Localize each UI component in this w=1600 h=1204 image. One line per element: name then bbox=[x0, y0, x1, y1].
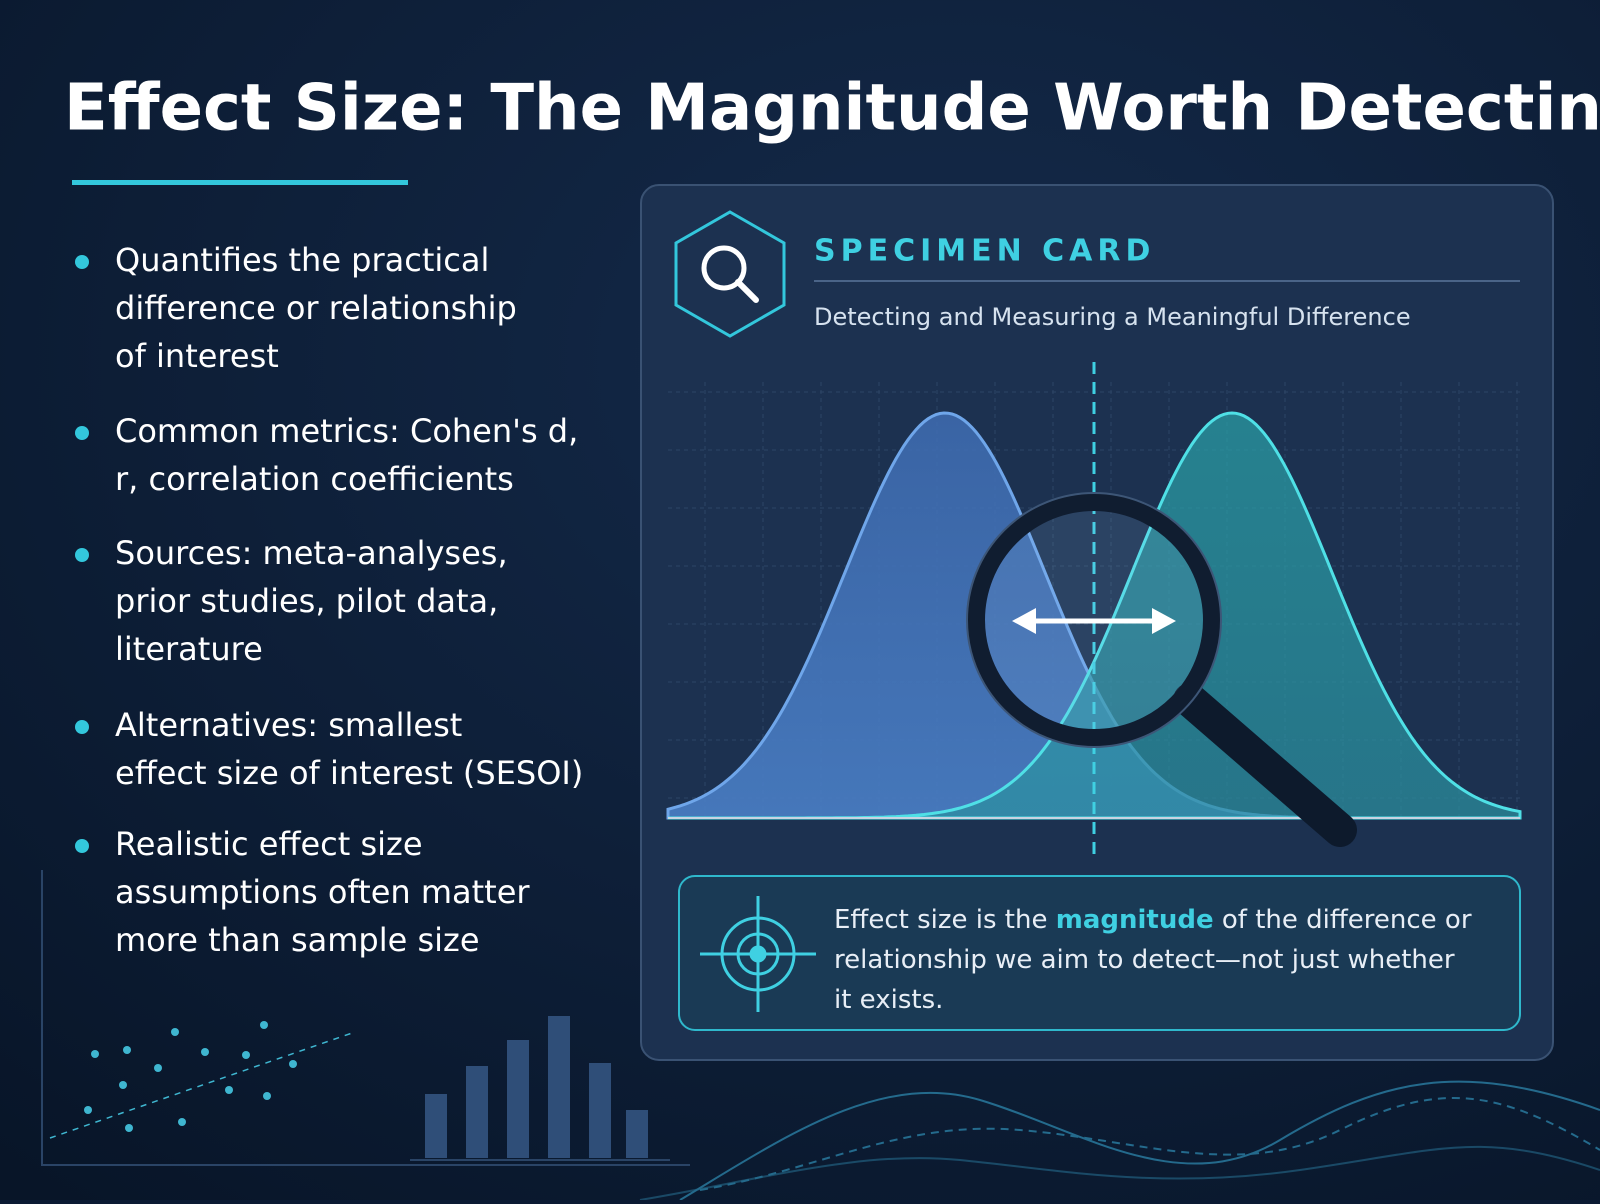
bullet-text: Alternatives: smallest bbox=[115, 706, 462, 744]
bullet-text: more than sample size bbox=[115, 921, 480, 959]
bullet-text: Sources: meta-analyses, bbox=[115, 534, 508, 572]
bullet-text: Realistic effect size bbox=[115, 825, 423, 863]
magnifier-rim bbox=[966, 492, 1222, 748]
bullet-text: literature bbox=[115, 630, 263, 668]
highlight: magnitude bbox=[1056, 905, 1214, 935]
bullet-dot bbox=[75, 255, 89, 269]
bullet-text: r, correlation coefficients bbox=[115, 460, 514, 498]
title: Effect Size: The Magnitude Worth Detecti… bbox=[64, 72, 1600, 146]
callout-text: Effect size is the magnitude of the diff… bbox=[834, 905, 1472, 1015]
bullet-list: Quantifies the practical difference or re… bbox=[75, 241, 583, 959]
callout-line: Effect size is the magnitude of the diff… bbox=[834, 905, 1472, 935]
target-icon bbox=[700, 896, 816, 1012]
bullet-dot bbox=[75, 426, 89, 440]
bullet-text: Quantifies the practical bbox=[115, 241, 489, 279]
distribution-illustration bbox=[666, 362, 1522, 862]
card-label: SPECIMEN CARD bbox=[814, 234, 1155, 269]
callout-box bbox=[678, 875, 1521, 1031]
text-run: relationship we aim to detect—not just w… bbox=[834, 945, 1455, 975]
decor-waves bbox=[639, 1080, 1600, 1201]
text-run: of the difference or bbox=[1214, 905, 1472, 935]
magnifier-handle bbox=[1173, 683, 1357, 847]
bullet-text: difference or relationship bbox=[115, 289, 517, 327]
bullet-text: Common metrics: Cohen's d, bbox=[115, 412, 578, 450]
bullet-text: prior studies, pilot data, bbox=[115, 582, 498, 620]
bullet-dot bbox=[75, 839, 89, 853]
bullet-text: effect size of interest (SESOI) bbox=[115, 754, 583, 792]
decor-scatter bbox=[41, 870, 690, 1166]
text-run: Effect size is the bbox=[834, 905, 1056, 935]
bullet-text: assumptions often matter bbox=[115, 873, 530, 911]
decor-bars bbox=[410, 1016, 670, 1161]
text-run: it exists. bbox=[834, 985, 943, 1015]
callout-line: relationship we aim to detect—not just w… bbox=[834, 945, 1455, 975]
search-icon bbox=[674, 210, 786, 338]
callout-line: it exists. bbox=[834, 985, 943, 1015]
card-subtitle: Detecting and Measuring a Meaningful Dif… bbox=[814, 303, 1411, 331]
bullet-dot bbox=[75, 720, 89, 734]
bullet-dot bbox=[75, 548, 89, 562]
title-underline bbox=[72, 180, 408, 185]
bullet-text: of interest bbox=[115, 337, 279, 375]
